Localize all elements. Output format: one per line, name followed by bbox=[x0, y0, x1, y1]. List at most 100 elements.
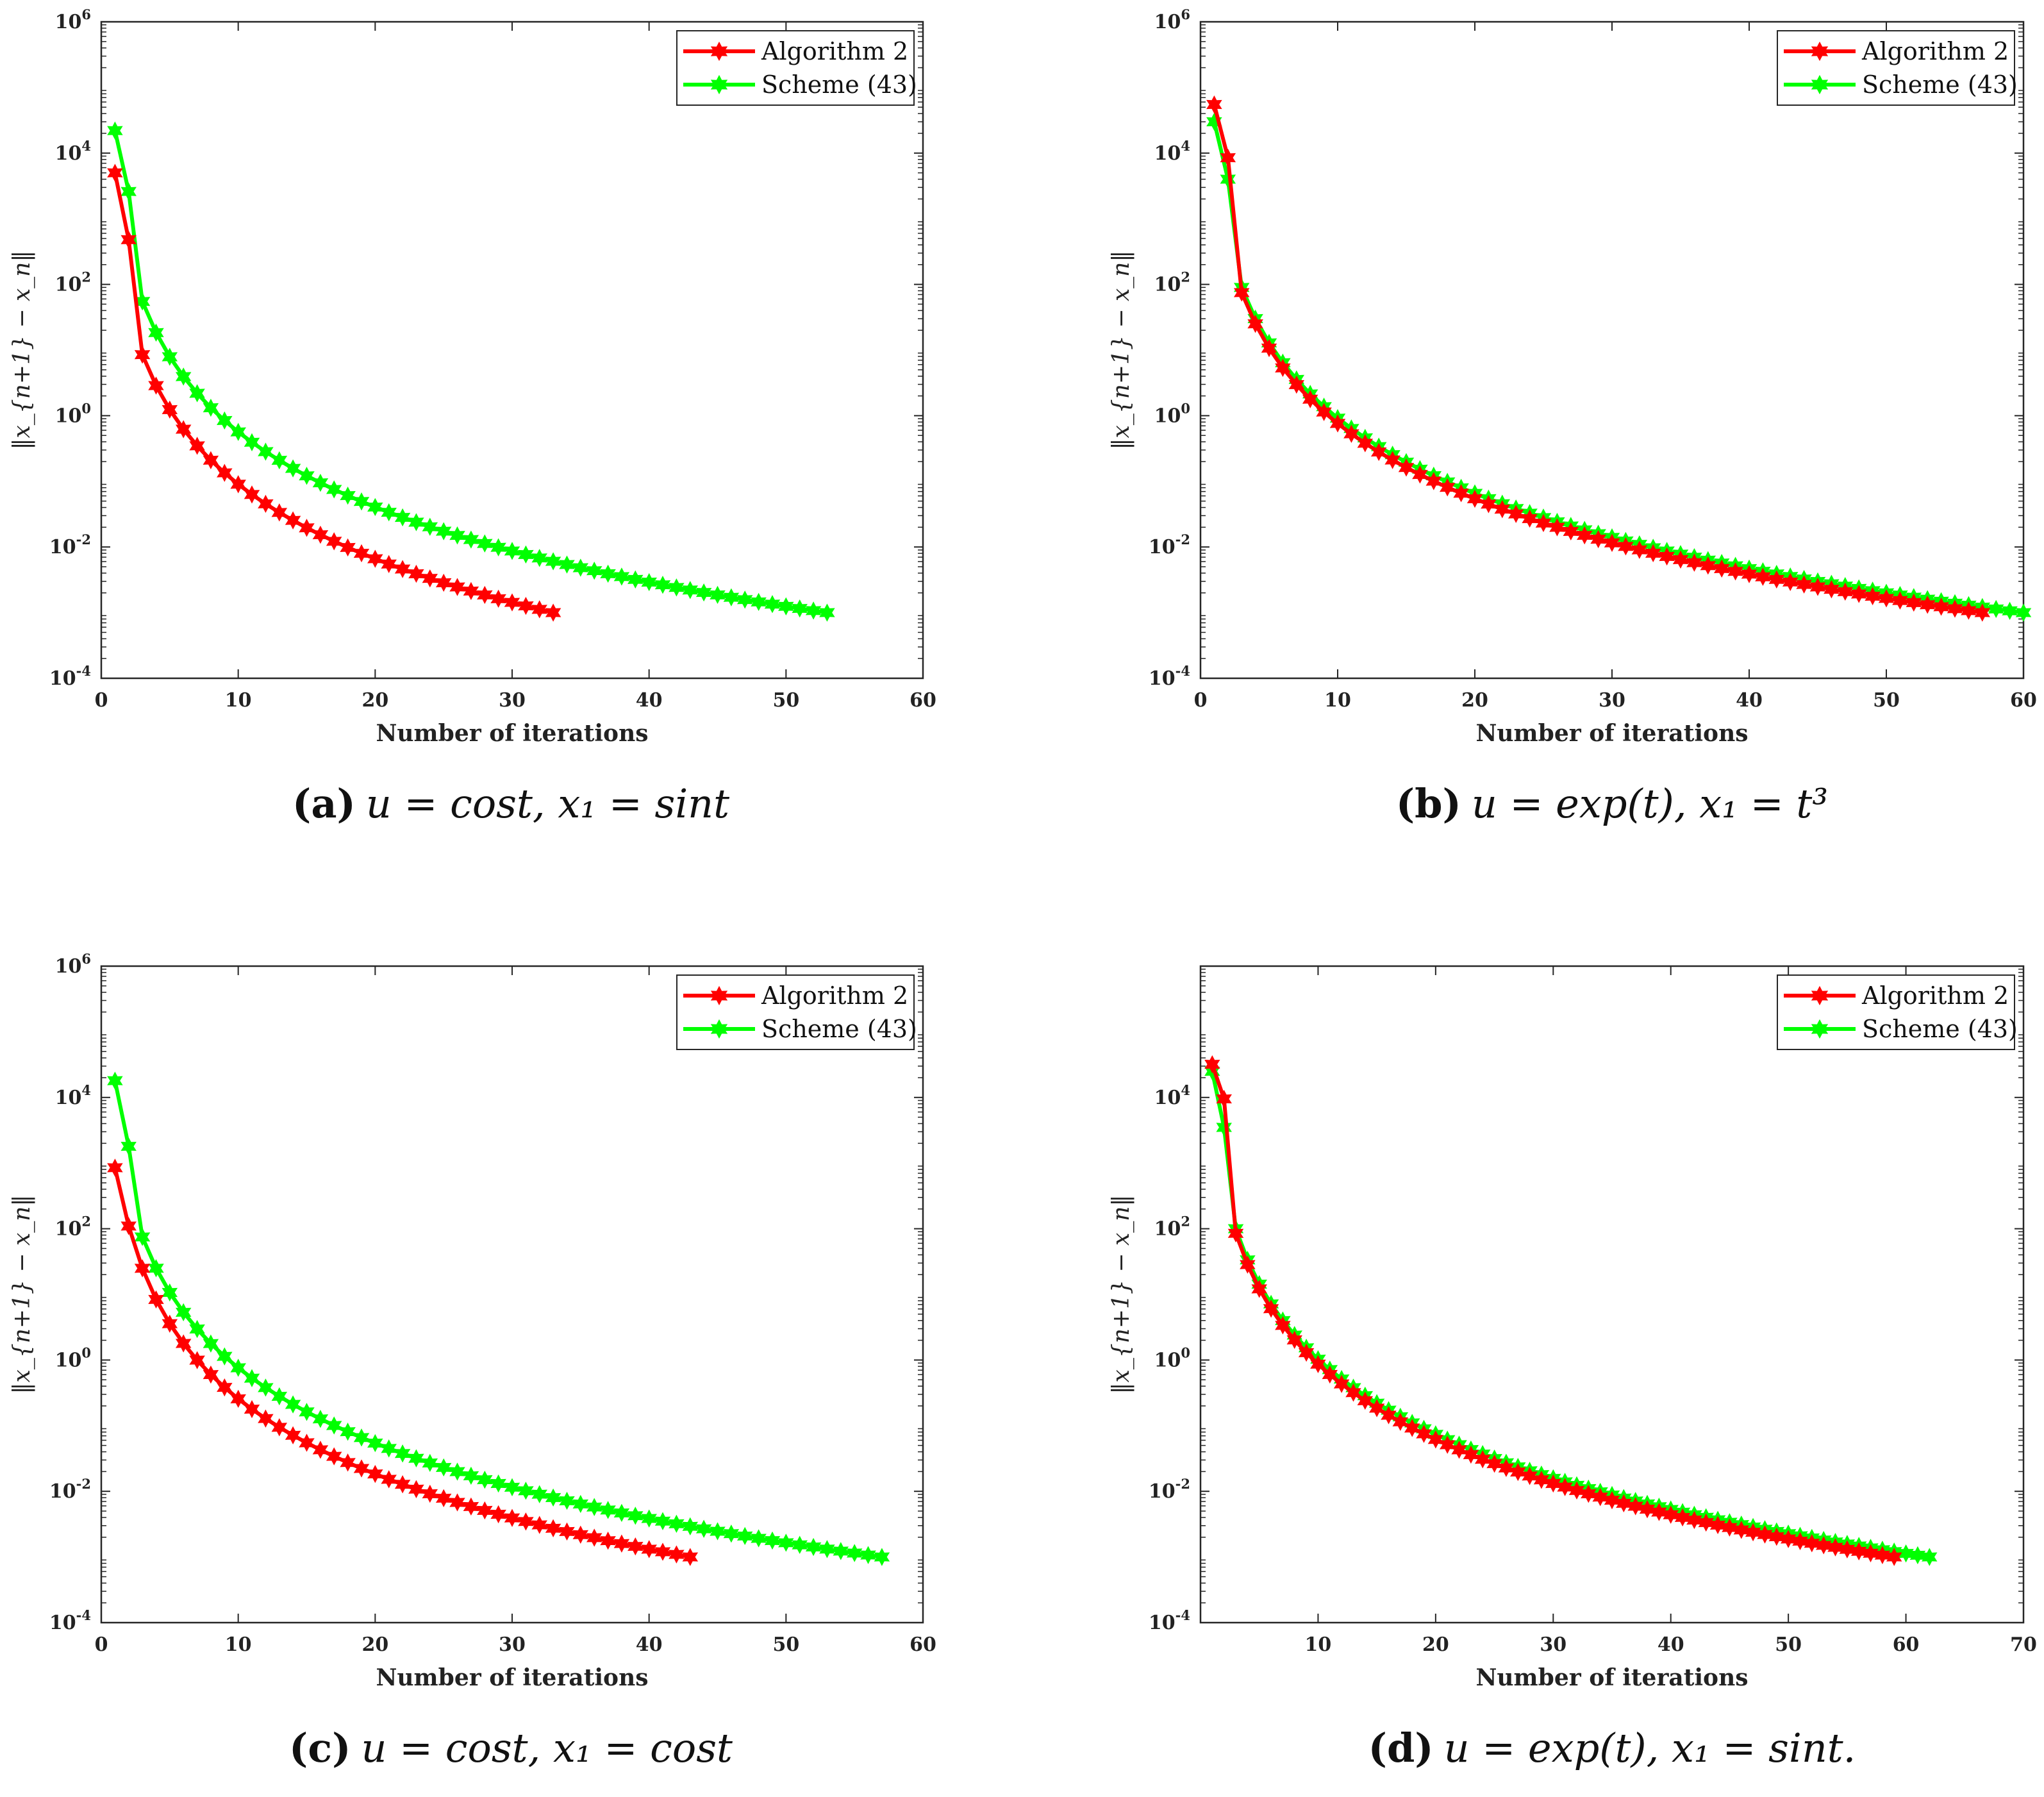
data-point bbox=[1563, 522, 1579, 541]
x-tick-label: 30 bbox=[1599, 689, 1625, 712]
data-point bbox=[627, 1537, 644, 1556]
legend-marker bbox=[710, 985, 728, 1006]
y-tick-exponent: 0 bbox=[1181, 400, 1190, 416]
data-point bbox=[572, 1525, 589, 1544]
data-point bbox=[1416, 1425, 1432, 1443]
legend-box bbox=[1777, 30, 2015, 106]
data-point bbox=[1557, 1478, 1573, 1496]
data-point bbox=[1627, 1497, 1643, 1516]
x-axis-label: Number of iterations bbox=[376, 1664, 648, 1691]
legend-marker bbox=[1811, 985, 1829, 1006]
x-tick-label: 10 bbox=[225, 689, 252, 712]
y-tick-exponent: -4 bbox=[76, 1607, 91, 1623]
y-tick-base: 10 bbox=[1154, 274, 1181, 296]
data-point bbox=[449, 578, 465, 596]
data-point bbox=[326, 480, 342, 499]
data-point bbox=[654, 1542, 671, 1561]
data-point bbox=[367, 1464, 383, 1484]
data-point bbox=[217, 1378, 233, 1397]
legend-label: Algorithm 2 bbox=[761, 982, 908, 1010]
x-axis-label: Number of iterations bbox=[1475, 1664, 1748, 1691]
data-point bbox=[435, 1489, 452, 1508]
data-point bbox=[1370, 442, 1387, 462]
data-point bbox=[1345, 1383, 1361, 1402]
data-point bbox=[107, 1071, 123, 1090]
y-tick-base: 10 bbox=[1154, 1087, 1181, 1109]
plot-frame bbox=[100, 21, 924, 680]
series-algorithm-2 bbox=[1206, 95, 1991, 622]
data-point bbox=[613, 567, 630, 586]
x-tick-label: 50 bbox=[772, 1634, 799, 1656]
data-point bbox=[654, 576, 671, 594]
data-point bbox=[1700, 556, 1716, 575]
x-tick-label: 60 bbox=[910, 1634, 936, 1656]
data-point bbox=[408, 1449, 424, 1467]
data-point bbox=[490, 1474, 506, 1493]
data-point bbox=[1204, 1055, 1220, 1074]
data-point bbox=[258, 494, 274, 514]
data-point bbox=[1874, 1546, 1891, 1564]
data-point bbox=[1741, 565, 1757, 583]
data-point bbox=[477, 1501, 493, 1520]
data-point bbox=[1886, 1548, 1902, 1566]
y-tick-label: 102 bbox=[1154, 269, 1190, 296]
data-point bbox=[669, 578, 685, 597]
data-point bbox=[162, 400, 178, 419]
y-tick-base: 10 bbox=[1154, 11, 1181, 33]
data-point bbox=[1850, 585, 1867, 603]
data-point bbox=[1663, 1505, 1679, 1524]
data-point bbox=[1392, 1412, 1409, 1431]
y-tick-exponent: -4 bbox=[76, 663, 91, 679]
data-point bbox=[1581, 1484, 1597, 1503]
y-tick-label: 102 bbox=[55, 1214, 91, 1241]
y-tick-base: 10 bbox=[1154, 1218, 1181, 1241]
data-point bbox=[627, 1507, 644, 1525]
data-point bbox=[1709, 1516, 1726, 1535]
data-point bbox=[271, 503, 288, 522]
data-point bbox=[1651, 1503, 1667, 1521]
legend-label: Algorithm 2 bbox=[1861, 37, 2009, 65]
y-tick-base: 10 bbox=[1154, 405, 1181, 427]
data-point bbox=[326, 532, 342, 551]
data-point bbox=[1275, 1316, 1291, 1335]
data-point bbox=[203, 1365, 219, 1384]
caption-expression: u = exp(t), x₁ = sint. bbox=[1444, 1725, 1856, 1771]
data-point bbox=[1827, 1538, 1843, 1557]
data-point bbox=[586, 1498, 602, 1516]
data-point bbox=[1809, 578, 1826, 596]
data-point bbox=[1961, 601, 1977, 620]
data-point bbox=[1815, 1536, 1832, 1555]
data-point bbox=[1216, 1089, 1232, 1108]
data-point bbox=[792, 599, 808, 618]
data-point bbox=[860, 1546, 876, 1564]
y-tick-exponent: 0 bbox=[1181, 1344, 1190, 1360]
legend: Algorithm 2 Scheme (43) bbox=[676, 30, 917, 106]
data-point bbox=[340, 538, 356, 557]
data-point bbox=[367, 497, 383, 517]
data-point bbox=[148, 323, 164, 342]
panel-caption: (b) u = exp(t), x₁ = t³ bbox=[1396, 780, 1828, 827]
data-point bbox=[1329, 414, 1346, 433]
data-point bbox=[805, 1537, 822, 1557]
data-point bbox=[1298, 1343, 1315, 1362]
data-point bbox=[1220, 170, 1236, 188]
data-point bbox=[203, 451, 219, 469]
y-axis-label: ‖x_{n+1} − x_n‖ bbox=[1108, 251, 1134, 450]
data-point bbox=[545, 552, 561, 571]
y-tick-base: 10 bbox=[49, 1480, 76, 1503]
data-point bbox=[312, 525, 329, 544]
x-tick-label: 50 bbox=[772, 689, 799, 712]
data-point bbox=[1686, 553, 1702, 572]
data-point bbox=[1933, 598, 1949, 616]
data-point bbox=[353, 1459, 370, 1478]
data-point bbox=[1755, 567, 1771, 586]
x-tick-label: 50 bbox=[1775, 1634, 1802, 1656]
data-point bbox=[819, 1540, 835, 1559]
data-point bbox=[353, 1428, 370, 1447]
data-point bbox=[1357, 1391, 1374, 1410]
data-point bbox=[764, 595, 781, 614]
data-point bbox=[285, 511, 301, 530]
legend-marker bbox=[1811, 1019, 1829, 1039]
data-point bbox=[244, 1400, 260, 1419]
